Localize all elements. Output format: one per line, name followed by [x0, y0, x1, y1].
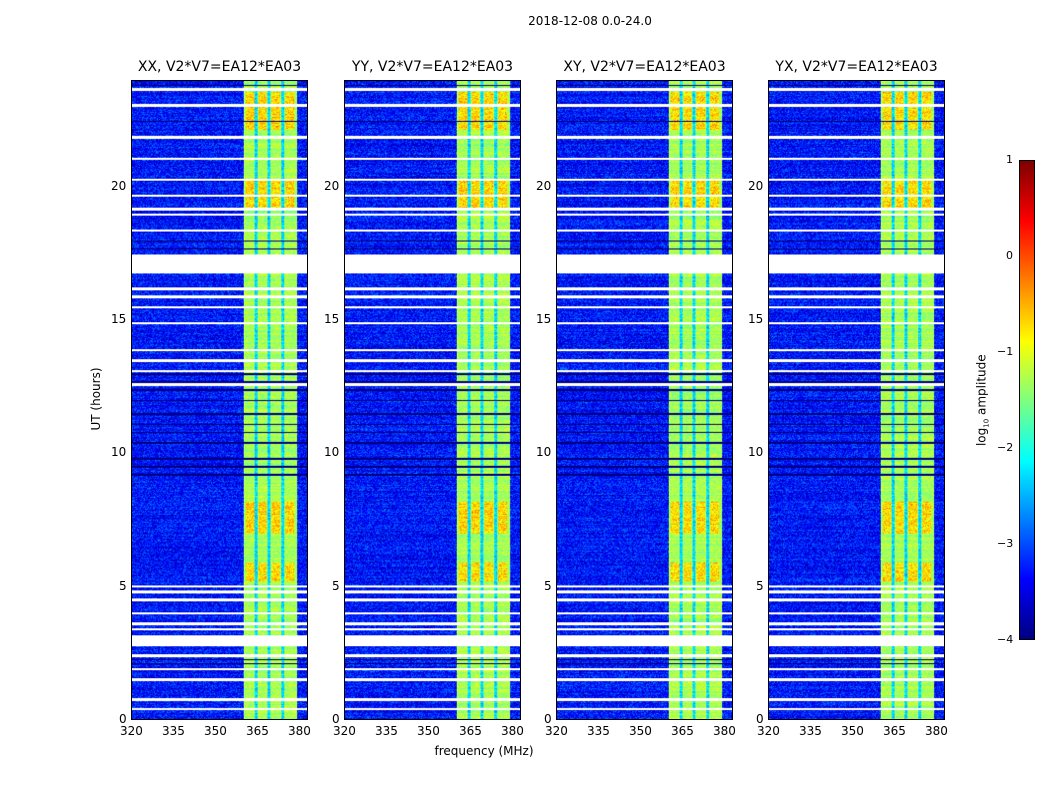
- x-tick-label: 320: [333, 724, 356, 738]
- y-tick-label: 5: [332, 578, 340, 593]
- colorbar-tick-label: −1: [997, 345, 1014, 358]
- x-tick-label: 320: [120, 724, 143, 738]
- heatmap-xx: [131, 80, 308, 720]
- x-tick-label: 365: [671, 724, 694, 738]
- x-tick-label: 320: [545, 724, 568, 738]
- y-tick-label: 15: [111, 312, 127, 326]
- heatmap-yy: [344, 80, 521, 720]
- x-tick-label: 350: [417, 724, 440, 738]
- x-tick-label: 335: [162, 724, 185, 738]
- x-tick-label: 380: [501, 724, 524, 738]
- x-tick-label: 335: [375, 724, 398, 738]
- y-tick-label: 5: [119, 578, 127, 593]
- y-tick-label: 10: [324, 445, 340, 460]
- y-tick-label: 15: [324, 312, 340, 326]
- y-tick-label: 20: [748, 178, 764, 193]
- y-tick-label: 5: [756, 578, 764, 593]
- x-tick-label: 350: [841, 724, 864, 738]
- x-tick-label: 380: [713, 724, 736, 738]
- x-tick-label: 350: [204, 724, 227, 738]
- colorbar-label-main: log: [974, 427, 989, 447]
- panel-title: YX, V2*V7=EA12*EA03: [775, 59, 938, 75]
- colorbar-label-rest: amplitude: [974, 354, 989, 419]
- y-tick-label: 0: [544, 712, 552, 726]
- y-tick-label: 5: [544, 578, 552, 593]
- colorbar-label-sub: 10: [982, 418, 991, 428]
- y-tick-label: 20: [536, 178, 552, 193]
- x-tick-label: 380: [925, 724, 948, 738]
- x-tick-label: 365: [883, 724, 906, 738]
- heatmap-yx: [768, 80, 945, 720]
- x-tick-label: 365: [246, 724, 269, 738]
- panel-title: XX, V2*V7=EA12*EA03: [137, 59, 302, 75]
- x-tick-label: 335: [587, 724, 610, 738]
- x-tick-label: 335: [799, 724, 822, 738]
- y-axis-label: UT (hours): [89, 367, 103, 431]
- x-tick-label: 320: [757, 724, 780, 738]
- colorbar-label: log10 amplitude: [974, 348, 990, 453]
- colorbar-tick-label: 0: [1006, 249, 1013, 262]
- y-tick-label: 20: [111, 178, 127, 193]
- x-axis-label: frequency (MHz): [434, 744, 534, 758]
- heatmap-xy: [556, 80, 733, 720]
- y-tick-label: 15: [748, 312, 764, 326]
- colorbar-tick-label: −3: [997, 537, 1014, 550]
- colorbar-tick-label: −2: [997, 441, 1014, 454]
- colorbar: [1019, 160, 1035, 640]
- colorbar-tick-label: −4: [997, 633, 1014, 646]
- y-tick-label: 15: [536, 312, 552, 326]
- x-tick-label: 380: [288, 724, 311, 738]
- panel-title: YY, V2*V7=EA12*EA03: [351, 59, 514, 75]
- y-tick-label: 0: [119, 712, 127, 726]
- y-tick-label: 10: [748, 445, 764, 460]
- figure-title: 2018-12-08 0.0-24.0: [528, 14, 652, 28]
- panel-title: XY, V2*V7=EA12*EA03: [563, 59, 726, 75]
- y-tick-label: 10: [536, 445, 552, 460]
- x-tick-label: 365: [459, 724, 482, 738]
- y-tick-label: 20: [324, 178, 340, 193]
- y-tick-label: 0: [332, 712, 340, 726]
- colorbar-tick-label: 1: [1006, 153, 1013, 166]
- y-tick-label: 10: [111, 445, 127, 460]
- y-tick-label: 0: [756, 712, 764, 726]
- x-tick-label: 350: [629, 724, 652, 738]
